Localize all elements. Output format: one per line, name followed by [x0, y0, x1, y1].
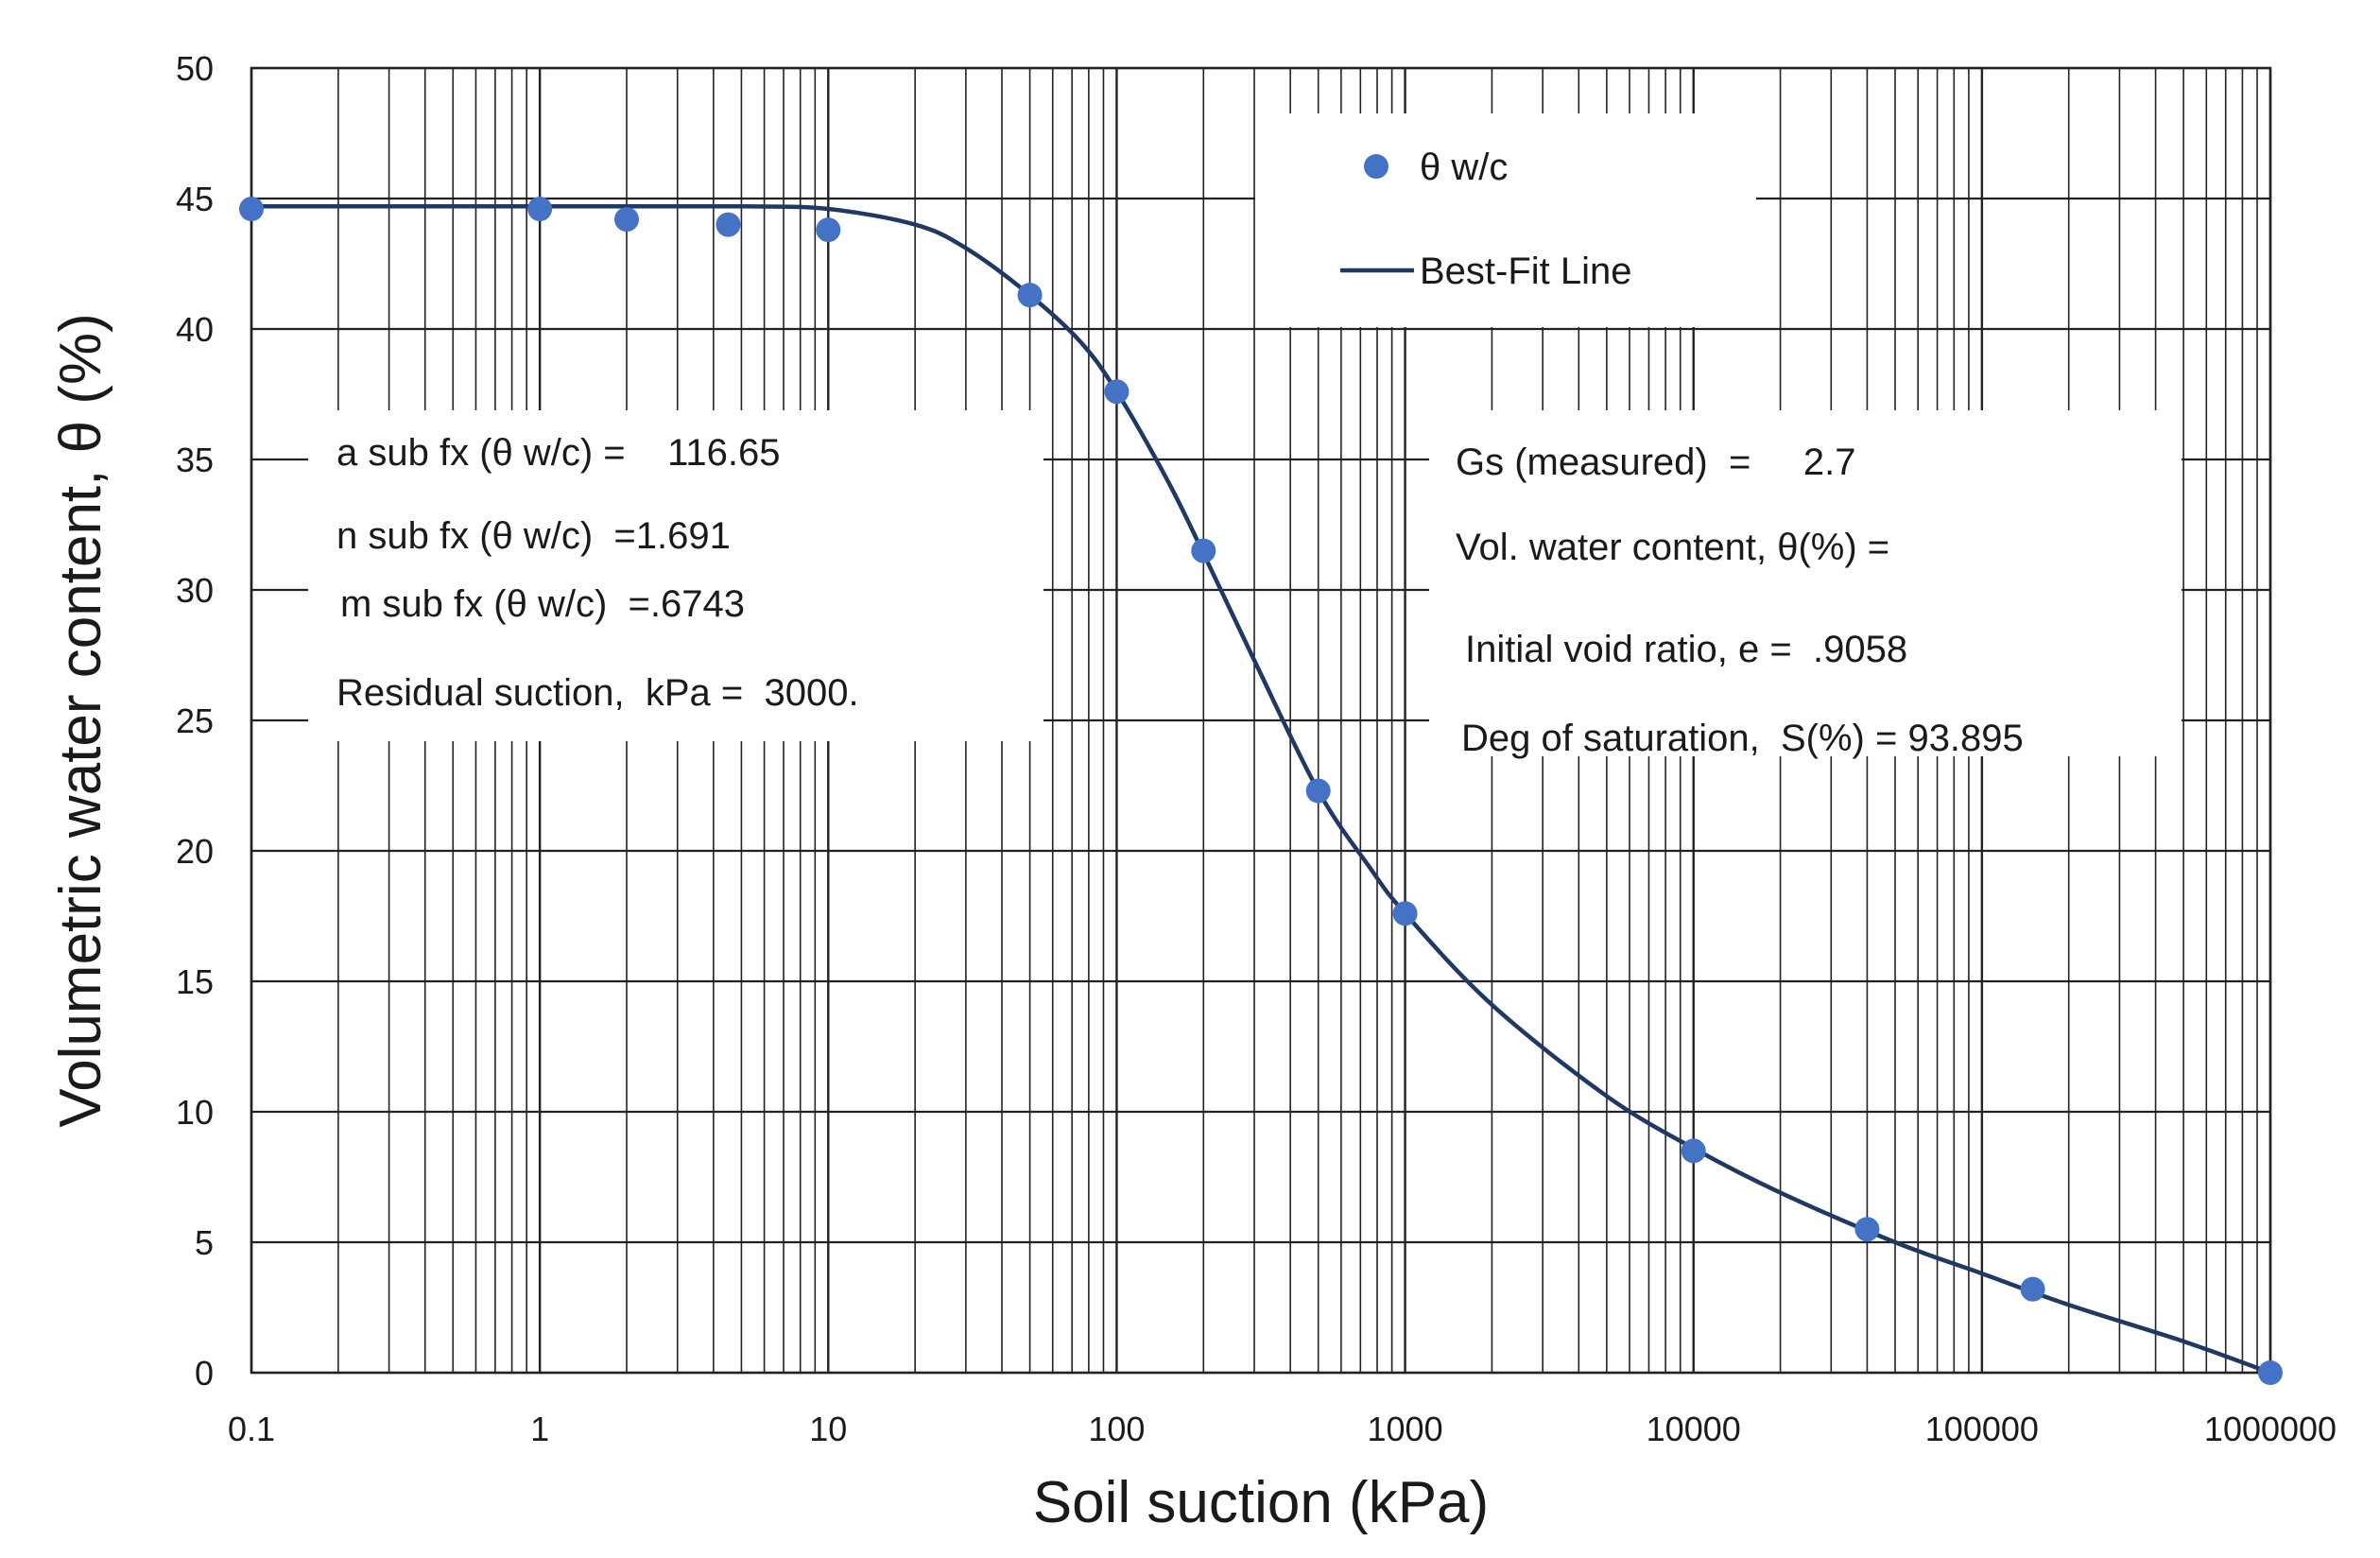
- x-tick-label: 1000: [1368, 1410, 1443, 1448]
- param-n: n sub fx (θ w/c) =1.691: [336, 515, 731, 557]
- legend: θ w/c Best-Fit Line: [1340, 147, 1632, 292]
- x-tick-label: 10000: [1647, 1410, 1741, 1448]
- data-point: [1305, 778, 1331, 804]
- param-m: m sub fx (θ w/c) =.6743: [340, 583, 745, 625]
- legend-label-line: Best-Fit Line: [1420, 251, 1632, 292]
- y-axis-ticks: 0 5 10 15 20 25 30 35 40 45 50: [176, 49, 214, 1393]
- data-point: [239, 197, 264, 222]
- data-point: [1392, 901, 1418, 926]
- y-tick-label: 30: [176, 571, 214, 610]
- y-tick-label: 50: [176, 49, 214, 88]
- data-point: [1017, 283, 1043, 308]
- data-points: [239, 197, 2283, 1385]
- data-point: [2020, 1276, 2045, 1302]
- data-point: [2258, 1360, 2283, 1385]
- prop-vol-water-content: Vol. water content, θ(%) =: [1456, 527, 1889, 568]
- param-residual-suction: Residual suction, kPa = 3000.: [336, 672, 859, 714]
- y-tick-label: 5: [195, 1223, 214, 1262]
- prop-gs: Gs (measured) = 2.7: [1456, 441, 1856, 483]
- data-point: [1854, 1217, 1880, 1242]
- data-point: [816, 217, 841, 243]
- x-axis-title: Soil suction (kPa): [1033, 1470, 1489, 1535]
- legend-box: [1255, 113, 1756, 327]
- legend-label-points: θ w/c: [1420, 147, 1508, 188]
- x-axis-ticks: 0.1 1 10 100 1000 10000 100000 1000000: [228, 1410, 2337, 1448]
- x-tick-label: 100000: [1925, 1410, 2039, 1448]
- data-point: [1104, 379, 1130, 405]
- y-tick-label: 25: [176, 701, 214, 740]
- x-tick-label: 1000000: [2204, 1410, 2337, 1448]
- data-point: [614, 207, 639, 233]
- y-axis-title: Volumetric water content, θ (%): [48, 313, 113, 1127]
- y-tick-label: 20: [176, 832, 214, 871]
- x-tick-label: 100: [1088, 1410, 1145, 1448]
- data-point: [716, 212, 741, 237]
- x-tick-label: 10: [809, 1410, 847, 1448]
- best-fit-line: [249, 203, 2273, 1376]
- param-a: a sub fx (θ w/c) = 116.65: [336, 432, 781, 474]
- prop-void-ratio: Initial void ratio, e = .9058: [1465, 629, 1907, 670]
- data-point: [1681, 1138, 1706, 1164]
- fit-parameters-box: [308, 410, 1043, 741]
- x-tick-label: 0.1: [228, 1410, 275, 1448]
- x-tick-label: 1: [530, 1410, 549, 1448]
- data-point: [1191, 538, 1216, 563]
- data-point: [527, 197, 553, 222]
- y-tick-label: 35: [176, 441, 214, 479]
- soil-properties-box: [1429, 410, 2182, 756]
- y-tick-label: 0: [195, 1354, 214, 1393]
- prop-saturation: Deg of saturation, S(%) = 93.895: [1461, 718, 2024, 759]
- soil-properties-text: Gs (measured) = 2.7 Vol. water content, …: [1456, 441, 2024, 759]
- y-tick-label: 40: [176, 310, 214, 349]
- y-tick-label: 15: [176, 962, 214, 1001]
- y-tick-label: 10: [176, 1093, 214, 1132]
- fit-parameters-text: a sub fx (θ w/c) = 116.65 n sub fx (θ w/…: [336, 432, 859, 714]
- legend-marker-dot: [1364, 154, 1388, 179]
- plot-area-frame: [250, 66, 2272, 1375]
- y-tick-label: 45: [176, 180, 214, 218]
